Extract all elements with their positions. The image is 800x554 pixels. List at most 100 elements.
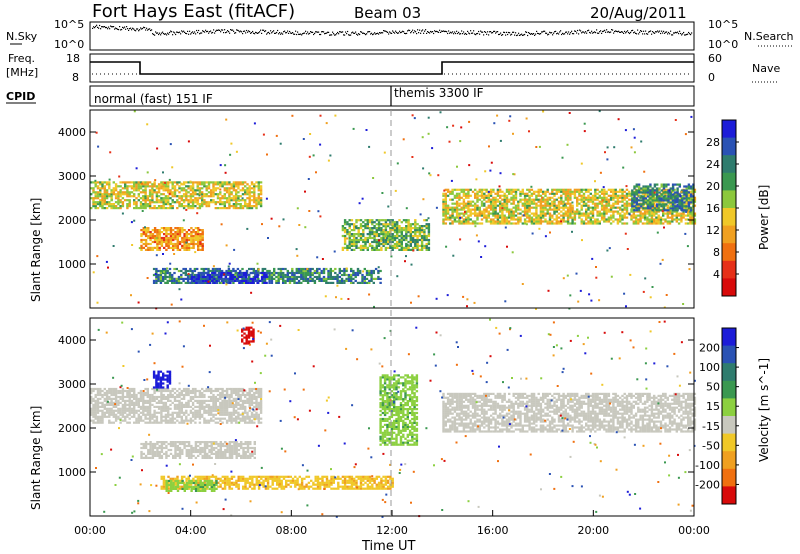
data-cell <box>243 281 246 284</box>
data-cell <box>336 275 339 279</box>
data-cell <box>221 201 224 204</box>
data-cell <box>678 185 681 188</box>
data-cell <box>585 210 588 213</box>
data-cell <box>546 188 549 191</box>
data-cell <box>257 187 260 190</box>
data-cell <box>609 222 613 225</box>
data-cell <box>275 281 278 284</box>
data-cell <box>658 199 661 202</box>
data-cell <box>248 205 251 208</box>
data-cell <box>389 240 392 244</box>
data-cell <box>331 275 335 279</box>
data-cell <box>391 221 394 224</box>
data-cell <box>250 195 254 198</box>
data-cell <box>90 411 93 414</box>
data-cell <box>560 220 563 223</box>
data-cell <box>539 218 543 221</box>
data-cell <box>133 203 136 206</box>
data-cell <box>653 193 657 196</box>
data-cell <box>587 188 590 191</box>
data-cell <box>126 199 129 202</box>
data-cell <box>152 281 156 284</box>
data-cell <box>474 196 477 199</box>
data-cell <box>653 212 656 215</box>
data-cell <box>178 185 181 188</box>
data-cell <box>537 200 540 203</box>
data-cell <box>124 419 127 422</box>
data-cell <box>279 267 283 271</box>
data-cell <box>341 225 345 228</box>
data-cell <box>184 269 187 273</box>
data-cell <box>646 195 650 198</box>
data-cell <box>217 279 221 282</box>
data-cell <box>90 197 93 200</box>
data-cell <box>673 214 676 217</box>
data-cell <box>635 189 638 192</box>
noise-point <box>295 30 297 32</box>
noise-point <box>616 30 618 32</box>
data-cell <box>148 181 152 184</box>
data-cell <box>380 233 383 236</box>
data-cell <box>126 189 129 192</box>
data-cell <box>418 229 422 232</box>
data-cell <box>639 216 642 219</box>
noise-point <box>510 34 512 36</box>
data-cell <box>676 207 679 210</box>
data-cell <box>121 413 125 416</box>
data-cell <box>300 271 303 275</box>
data-cell <box>443 189 446 192</box>
data-cell <box>121 191 125 194</box>
data-cell <box>368 244 372 247</box>
data-cell <box>641 214 645 217</box>
data-cell <box>442 218 445 221</box>
noise-point <box>400 32 402 34</box>
data-cell <box>219 183 222 186</box>
data-cell <box>687 208 690 211</box>
data-cell <box>124 187 127 190</box>
data-cell <box>621 222 624 225</box>
data-cell <box>453 202 457 205</box>
frequency-trace <box>90 61 694 75</box>
data-cell <box>90 181 93 184</box>
data-cell <box>347 275 351 279</box>
data-cell <box>194 227 198 230</box>
data-cell <box>462 212 466 215</box>
data-cell <box>165 242 168 246</box>
noise-point <box>275 32 277 34</box>
data-cell <box>683 189 686 192</box>
noise-point <box>441 30 443 32</box>
data-cell <box>393 223 397 226</box>
data-cell <box>208 277 212 280</box>
data-cell <box>646 218 649 221</box>
data-cell <box>623 196 626 199</box>
data-cell <box>362 246 365 249</box>
data-cell <box>649 296 652 299</box>
data-cell <box>253 191 256 194</box>
data-cell <box>600 204 604 207</box>
data-cell <box>528 204 531 207</box>
data-cell <box>110 401 113 404</box>
data-cell <box>532 192 536 195</box>
data-cell <box>446 126 449 129</box>
data-cell <box>146 195 149 198</box>
data-cell <box>476 200 479 203</box>
data-cell <box>377 229 381 232</box>
data-cell <box>623 214 626 217</box>
data-cell <box>690 185 693 188</box>
data-cell <box>291 271 294 275</box>
data-cell <box>216 193 220 196</box>
data-cell <box>162 207 165 210</box>
data-cell <box>517 200 520 203</box>
data-cell <box>250 205 254 208</box>
data-cell <box>555 192 558 195</box>
data-cell <box>250 207 254 210</box>
data-cell <box>646 205 650 208</box>
data-cell <box>582 200 586 203</box>
data-cell <box>409 244 412 247</box>
data-cell <box>304 277 308 280</box>
data-cell <box>230 205 233 208</box>
data-cell <box>191 193 195 196</box>
data-cell <box>160 197 163 200</box>
data-cell <box>211 279 214 282</box>
data-cell <box>400 242 403 246</box>
